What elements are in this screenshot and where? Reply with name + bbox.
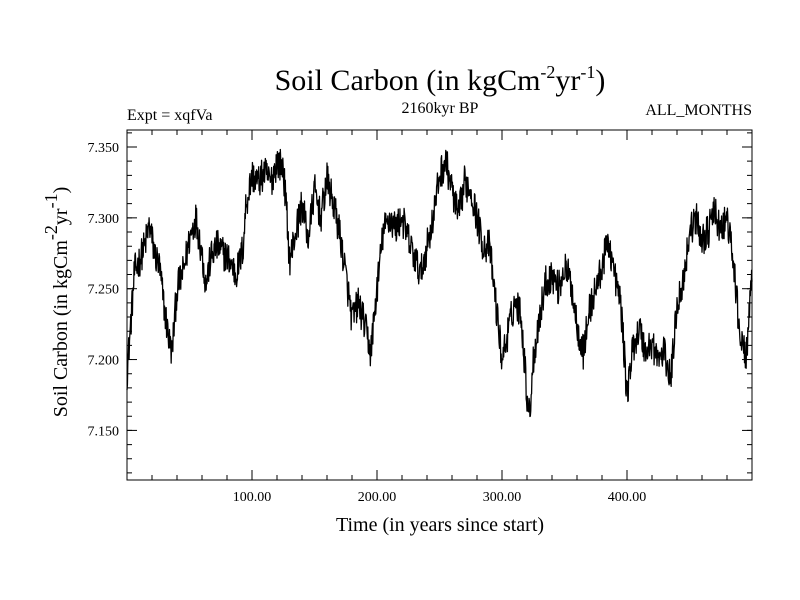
period-label: 2160kyr BP — [402, 100, 479, 117]
x-tick-label: 300.00 — [483, 490, 522, 505]
months-label: ALL_MONTHS — [645, 102, 752, 119]
x-tick-label: 100.00 — [233, 490, 272, 505]
chart-title: Soil Carbon (in kgCm-2yr-1) — [275, 62, 606, 97]
y-axis-label-sup-2: -1 — [41, 193, 61, 208]
experiment-label: Expt = xqfVa — [127, 107, 212, 124]
x-axis-label: Time (in years since start) — [336, 514, 544, 536]
x-tick-label: 400.00 — [608, 490, 647, 505]
y-axis-label: Soil Carbon (in kgCm-2yr-1) — [41, 187, 72, 418]
plot-frame — [126, 129, 753, 481]
y-tick-label: 7.250 — [88, 283, 120, 298]
x-tick-label: 200.00 — [358, 490, 397, 505]
plot-area: 100.00 200.00 300.00 400.00 7.150 7.200 7.250 7… — [88, 129, 753, 505]
data-series-line-0 — [126, 148, 753, 418]
chart-title-sup-1: -2 — [540, 62, 555, 82]
y-axis-label-sup-1: -2 — [41, 225, 61, 240]
y-tick-label: 7.200 — [88, 354, 120, 369]
y-tick-label: 7.300 — [88, 212, 120, 227]
y-tick-label: 7.350 — [88, 141, 120, 156]
chart-title-sup-2: -1 — [580, 62, 595, 82]
y-tick-label: 7.150 — [88, 424, 120, 439]
